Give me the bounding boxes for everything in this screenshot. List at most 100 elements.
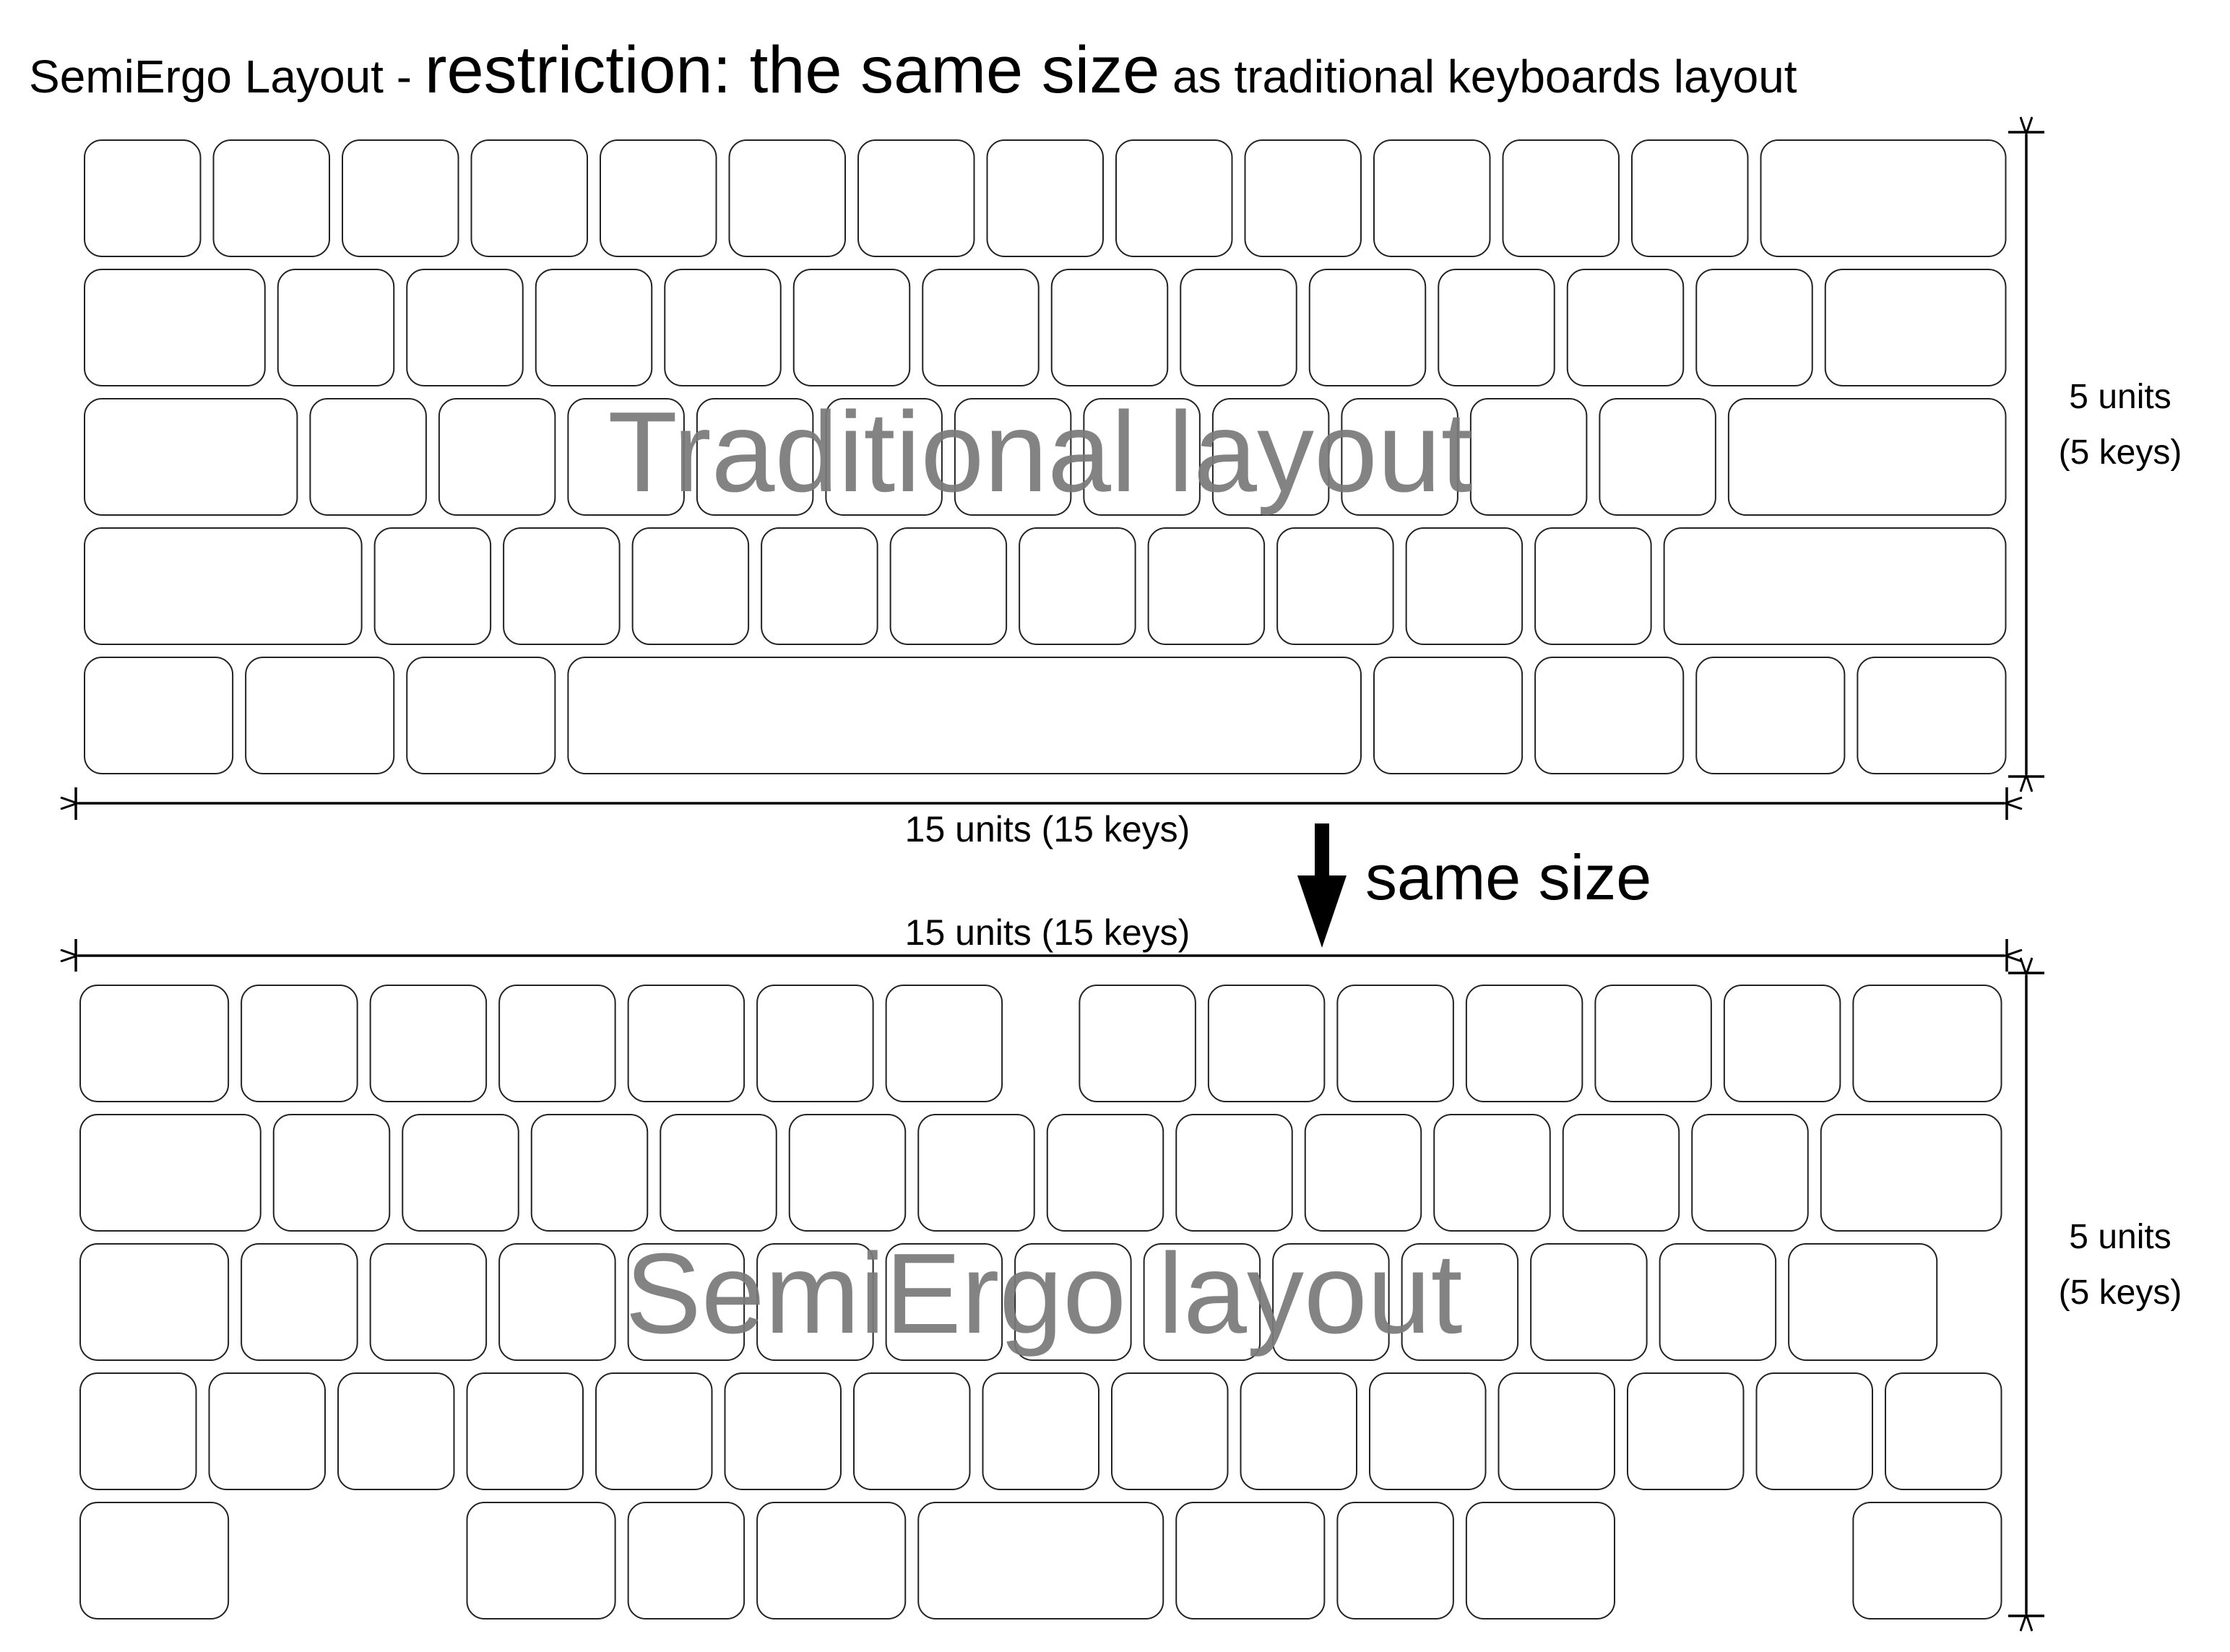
- traditional-key: [406, 657, 556, 774]
- traditional-width-dimension: [76, 787, 2007, 820]
- traditional-key: [728, 139, 846, 257]
- semiergo-key: [498, 1243, 616, 1361]
- semiergo-key: [627, 1502, 746, 1619]
- traditional-key: [373, 527, 492, 645]
- traditional-key: [503, 527, 621, 645]
- traditional-key: [1147, 527, 1266, 645]
- semiergo-key: [272, 1114, 391, 1232]
- traditional-key: [631, 527, 750, 645]
- semiergo-key: [756, 1243, 874, 1361]
- semiergo-key: [917, 1502, 1164, 1619]
- traditional-layout-label: Traditional layout: [608, 389, 1472, 516]
- traditional-key: [922, 269, 1040, 386]
- traditional-key: [342, 139, 459, 257]
- traditional-key: [1469, 398, 1588, 516]
- traditional-key: [792, 269, 911, 386]
- semiergo-key: [208, 1372, 326, 1490]
- traditional-key: [857, 139, 975, 257]
- semiergo-key: [1433, 1114, 1551, 1232]
- semiergo-key: [1465, 985, 1583, 1102]
- traditional-keyboard: [84, 139, 2007, 774]
- semiergo-key: [1046, 1114, 1164, 1232]
- traditional-key: [1405, 527, 1524, 645]
- traditional-key: [1857, 657, 2007, 774]
- traditional-key: [1276, 527, 1394, 645]
- semiergo-key: [1369, 1372, 1487, 1490]
- traditional-key: [309, 398, 427, 516]
- page-title: SemiErgo Layout - restriction: the same …: [29, 33, 1797, 107]
- semiergo-key: [660, 1114, 777, 1232]
- traditional-key: [889, 527, 1008, 645]
- semiergo-key: [982, 1372, 1099, 1490]
- down-arrow-icon: [1297, 823, 1347, 948]
- semiergo-key: [79, 985, 230, 1102]
- traditional-key: [84, 398, 298, 516]
- traditional-height-dimension: [2008, 132, 2044, 777]
- semiergo-key: [79, 1243, 230, 1361]
- semiergo-key: [79, 1502, 230, 1619]
- semiergo-key: [369, 985, 488, 1102]
- traditional-key: [1211, 398, 1330, 516]
- traditional-key: [761, 527, 878, 645]
- semiergo-key: [756, 1502, 907, 1619]
- traditional-key: [696, 398, 814, 516]
- semiergo-key: [1755, 1372, 1873, 1490]
- traditional-key: [1019, 527, 1136, 645]
- traditional-key: [1341, 398, 1458, 516]
- semiergo-key: [1820, 1114, 2002, 1232]
- traditional-key: [438, 398, 556, 516]
- traditional-key: [1566, 269, 1685, 386]
- semiergo-key: [853, 1372, 971, 1490]
- semiergo-key: [1885, 1372, 2002, 1490]
- semiergo-key: [1562, 1114, 1680, 1232]
- traditional-height-label: 5 units: [2069, 378, 2171, 416]
- traditional-key: [84, 657, 234, 774]
- semiergo-key: [498, 985, 616, 1102]
- semiergo-key: [1852, 985, 2002, 1102]
- semiergo-key: [1079, 985, 1196, 1102]
- semiergo-width-dimension: [76, 939, 2007, 972]
- semiergo-key: [1401, 1243, 1519, 1361]
- semiergo-key: [1530, 1243, 1648, 1361]
- traditional-key: [1727, 398, 2007, 516]
- semiergo-key: [1336, 1502, 1454, 1619]
- semiergo-key: [1240, 1372, 1357, 1490]
- traditional-key: [1760, 139, 2007, 257]
- same-size-label: same size: [1365, 842, 1651, 913]
- semiergo-key: [1498, 1372, 1615, 1490]
- traditional-key: [1599, 398, 1716, 516]
- traditional-key: [1180, 269, 1297, 386]
- traditional-key: [567, 657, 1362, 774]
- semiergo-keyboard: [79, 985, 2002, 1619]
- semiergo-key: [79, 1372, 197, 1490]
- traditional-key: [212, 139, 330, 257]
- title-part-3: as traditional keyboards layout: [1159, 51, 1797, 103]
- semiergo-key: [1014, 1243, 1132, 1361]
- semiergo-key: [1143, 1243, 1261, 1361]
- semiergo-key: [595, 1372, 713, 1490]
- traditional-key: [825, 398, 943, 516]
- traditional-key: [1534, 527, 1652, 645]
- traditional-key: [406, 269, 524, 386]
- traditional-key: [1695, 657, 1846, 774]
- semiergo-key: [79, 1114, 262, 1232]
- semiergo-key: [627, 985, 746, 1102]
- title-part-2: restriction: the same size: [425, 33, 1159, 107]
- traditional-key: [535, 269, 653, 386]
- semiergo-key: [1659, 1243, 1777, 1361]
- semiergo-key: [1175, 1114, 1293, 1232]
- semiergo-key: [530, 1114, 649, 1232]
- traditional-key: [1824, 269, 2007, 386]
- traditional-key: [1695, 269, 1813, 386]
- semiergo-height-keys-label: (5 keys): [2059, 1273, 2182, 1312]
- traditional-key: [1631, 139, 1749, 257]
- traditional-key: [84, 269, 266, 386]
- semiergo-key: [1304, 1114, 1422, 1232]
- semiergo-key: [1465, 1502, 1615, 1619]
- semiergo-key: [1723, 985, 1841, 1102]
- traditional-key: [277, 269, 395, 386]
- semiergo-key: [466, 1502, 616, 1619]
- semiergo-width-label: 15 units (15 keys): [905, 912, 1190, 953]
- semiergo-key: [885, 985, 1003, 1102]
